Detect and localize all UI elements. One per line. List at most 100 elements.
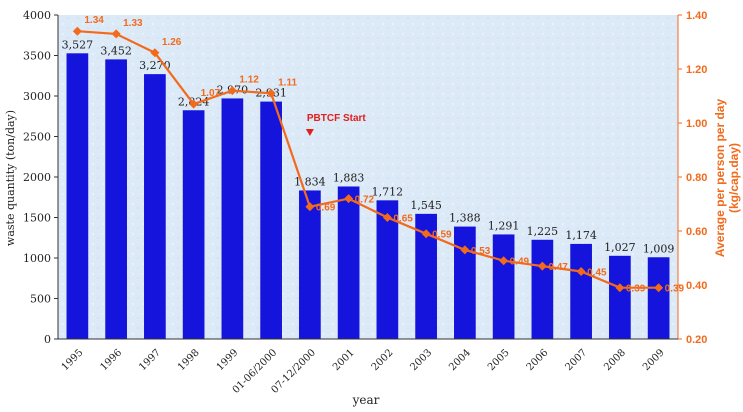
annotation-marker	[305, 129, 314, 136]
line-point	[72, 26, 82, 36]
bar	[570, 243, 592, 339]
bar	[144, 74, 166, 339]
right-axis-tick-label: 1.40	[686, 10, 707, 22]
line-point	[460, 245, 470, 255]
left-axis-tick-label: 500	[30, 293, 51, 306]
x-tick-label: 2006	[525, 347, 551, 373]
bar	[299, 190, 321, 339]
line-value-label: 1.34	[84, 15, 104, 26]
left-axis-tick-label: 2500	[23, 131, 51, 144]
line-point	[654, 283, 664, 293]
x-tick-label: 1995	[60, 347, 86, 373]
bar	[221, 98, 244, 340]
bar	[609, 255, 631, 339]
line-point	[576, 267, 586, 276]
left-axis-tick-label: 2000	[23, 171, 51, 184]
bar	[531, 239, 554, 339]
left-axis-tick-label: 3500	[23, 50, 51, 63]
bar	[66, 53, 89, 340]
line-value-label: 0.53	[471, 246, 491, 257]
line-value-label: 1.07	[201, 88, 221, 99]
x-tick-label: 2004	[447, 347, 473, 373]
annotation-label: PBTCF Start	[307, 113, 367, 124]
x-tick-label: 1996	[98, 347, 124, 373]
bar	[415, 213, 437, 339]
bar-value-label: 1,027	[604, 241, 636, 254]
x-tick-label: 1999	[215, 347, 241, 373]
x-tick-label: 2008	[602, 347, 628, 373]
right-axis-tick-label: 0.20	[686, 334, 707, 346]
bar	[260, 101, 282, 340]
line-series-path	[77, 30, 659, 289]
x-tick-label: 2007	[563, 347, 589, 373]
left-axis-tick-label: 4000	[23, 9, 51, 22]
x-tick-label: 1998	[176, 347, 202, 373]
x-axis-label: year	[352, 393, 380, 407]
y-axis-label-right: Average per person per day	[713, 99, 727, 258]
bar	[376, 200, 399, 339]
right-axis-tick-label: 0.60	[686, 226, 707, 238]
line-value-label: 1.11	[278, 77, 297, 88]
line-point	[615, 283, 625, 293]
bar	[492, 234, 515, 339]
line-point	[537, 261, 547, 271]
y-axis-label-left: waste quantity (ton/day)	[4, 110, 17, 246]
left-axis-tick-label: 1500	[23, 212, 51, 225]
left-axis-tick-label: 1000	[23, 252, 51, 265]
x-tick-label: 2001	[331, 347, 357, 373]
bar	[105, 59, 127, 339]
line-value-label: 0.69	[316, 203, 336, 214]
x-tick-label: 2002	[370, 347, 396, 373]
line-point	[111, 29, 121, 39]
x-tick-label: 1997	[137, 347, 163, 373]
line-value-label: 1.26	[162, 37, 182, 48]
bar	[337, 186, 360, 339]
right-axis-tick-label: 1.20	[686, 64, 707, 76]
x-tick-label: 2009	[641, 347, 667, 373]
right-axis: 0.20 0.40 0.60 0.80 1.00 1.20 1.40	[677, 10, 707, 346]
left-axis-tick-label: 0	[44, 333, 51, 346]
bar-value-label: 1,291	[488, 219, 520, 232]
x-tick-label: 2005	[486, 347, 512, 373]
left-axis: 0 500 1000 1500 2000 2500 3000 3500 4000	[23, 9, 59, 346]
bar-value-label: 1,545	[410, 199, 442, 212]
line-series: 1.34 1.33 1.26 1.07 1.12 1.11 0.69 0.72 0.65 0.59…	[72, 15, 685, 295]
line-point	[266, 88, 276, 98]
line-point	[305, 202, 315, 212]
bar-value-label: 1,712	[372, 185, 404, 198]
x-axis: 1995 1996 1997 1998 199901-06/200007-12/2000…	[60, 347, 667, 396]
bar	[647, 257, 670, 339]
line-value-label: 1.33	[123, 18, 143, 29]
line-value-label: 1.12	[239, 75, 259, 86]
line-value-label: 0.49	[510, 257, 530, 268]
line-point	[382, 213, 392, 222]
right-axis-tick-label: 0.40	[686, 280, 707, 292]
y-axis-label-right-unit: (kg/cap.day)	[727, 143, 741, 213]
bar	[182, 110, 205, 339]
line-value-label: 0.39	[626, 284, 646, 295]
line-value-label: 0.47	[548, 262, 568, 273]
line-point	[499, 256, 509, 266]
bar-value-label: 3,527	[62, 38, 94, 51]
bar-value-label: 1,174	[565, 229, 597, 242]
line-point	[344, 194, 354, 204]
bar-value-label: 3,452	[100, 44, 132, 57]
annotations: PBTCF Start	[305, 113, 367, 136]
line-value-label: 0.72	[355, 195, 375, 206]
bar	[454, 226, 476, 339]
line-point	[227, 86, 237, 96]
line-value-label: 0.45	[587, 268, 607, 279]
bar-value-label: 1,388	[449, 212, 481, 225]
bar-value-label: 1,883	[333, 171, 365, 184]
line-point	[189, 99, 199, 109]
bar-series: 3,5273,4523,2702,8242,9702,9311,8341,883…	[58, 38, 678, 340]
bar-value-label: 1,225	[527, 225, 559, 238]
line-value-label: 0.39	[665, 284, 685, 295]
x-tick-label: 2003	[408, 347, 434, 373]
bar-value-label: 1,009	[643, 242, 675, 255]
right-axis-tick-label: 0.80	[686, 172, 707, 184]
line-point	[421, 229, 431, 239]
line-value-label: 0.59	[432, 230, 452, 241]
left-axis-tick-label: 3000	[23, 90, 51, 103]
